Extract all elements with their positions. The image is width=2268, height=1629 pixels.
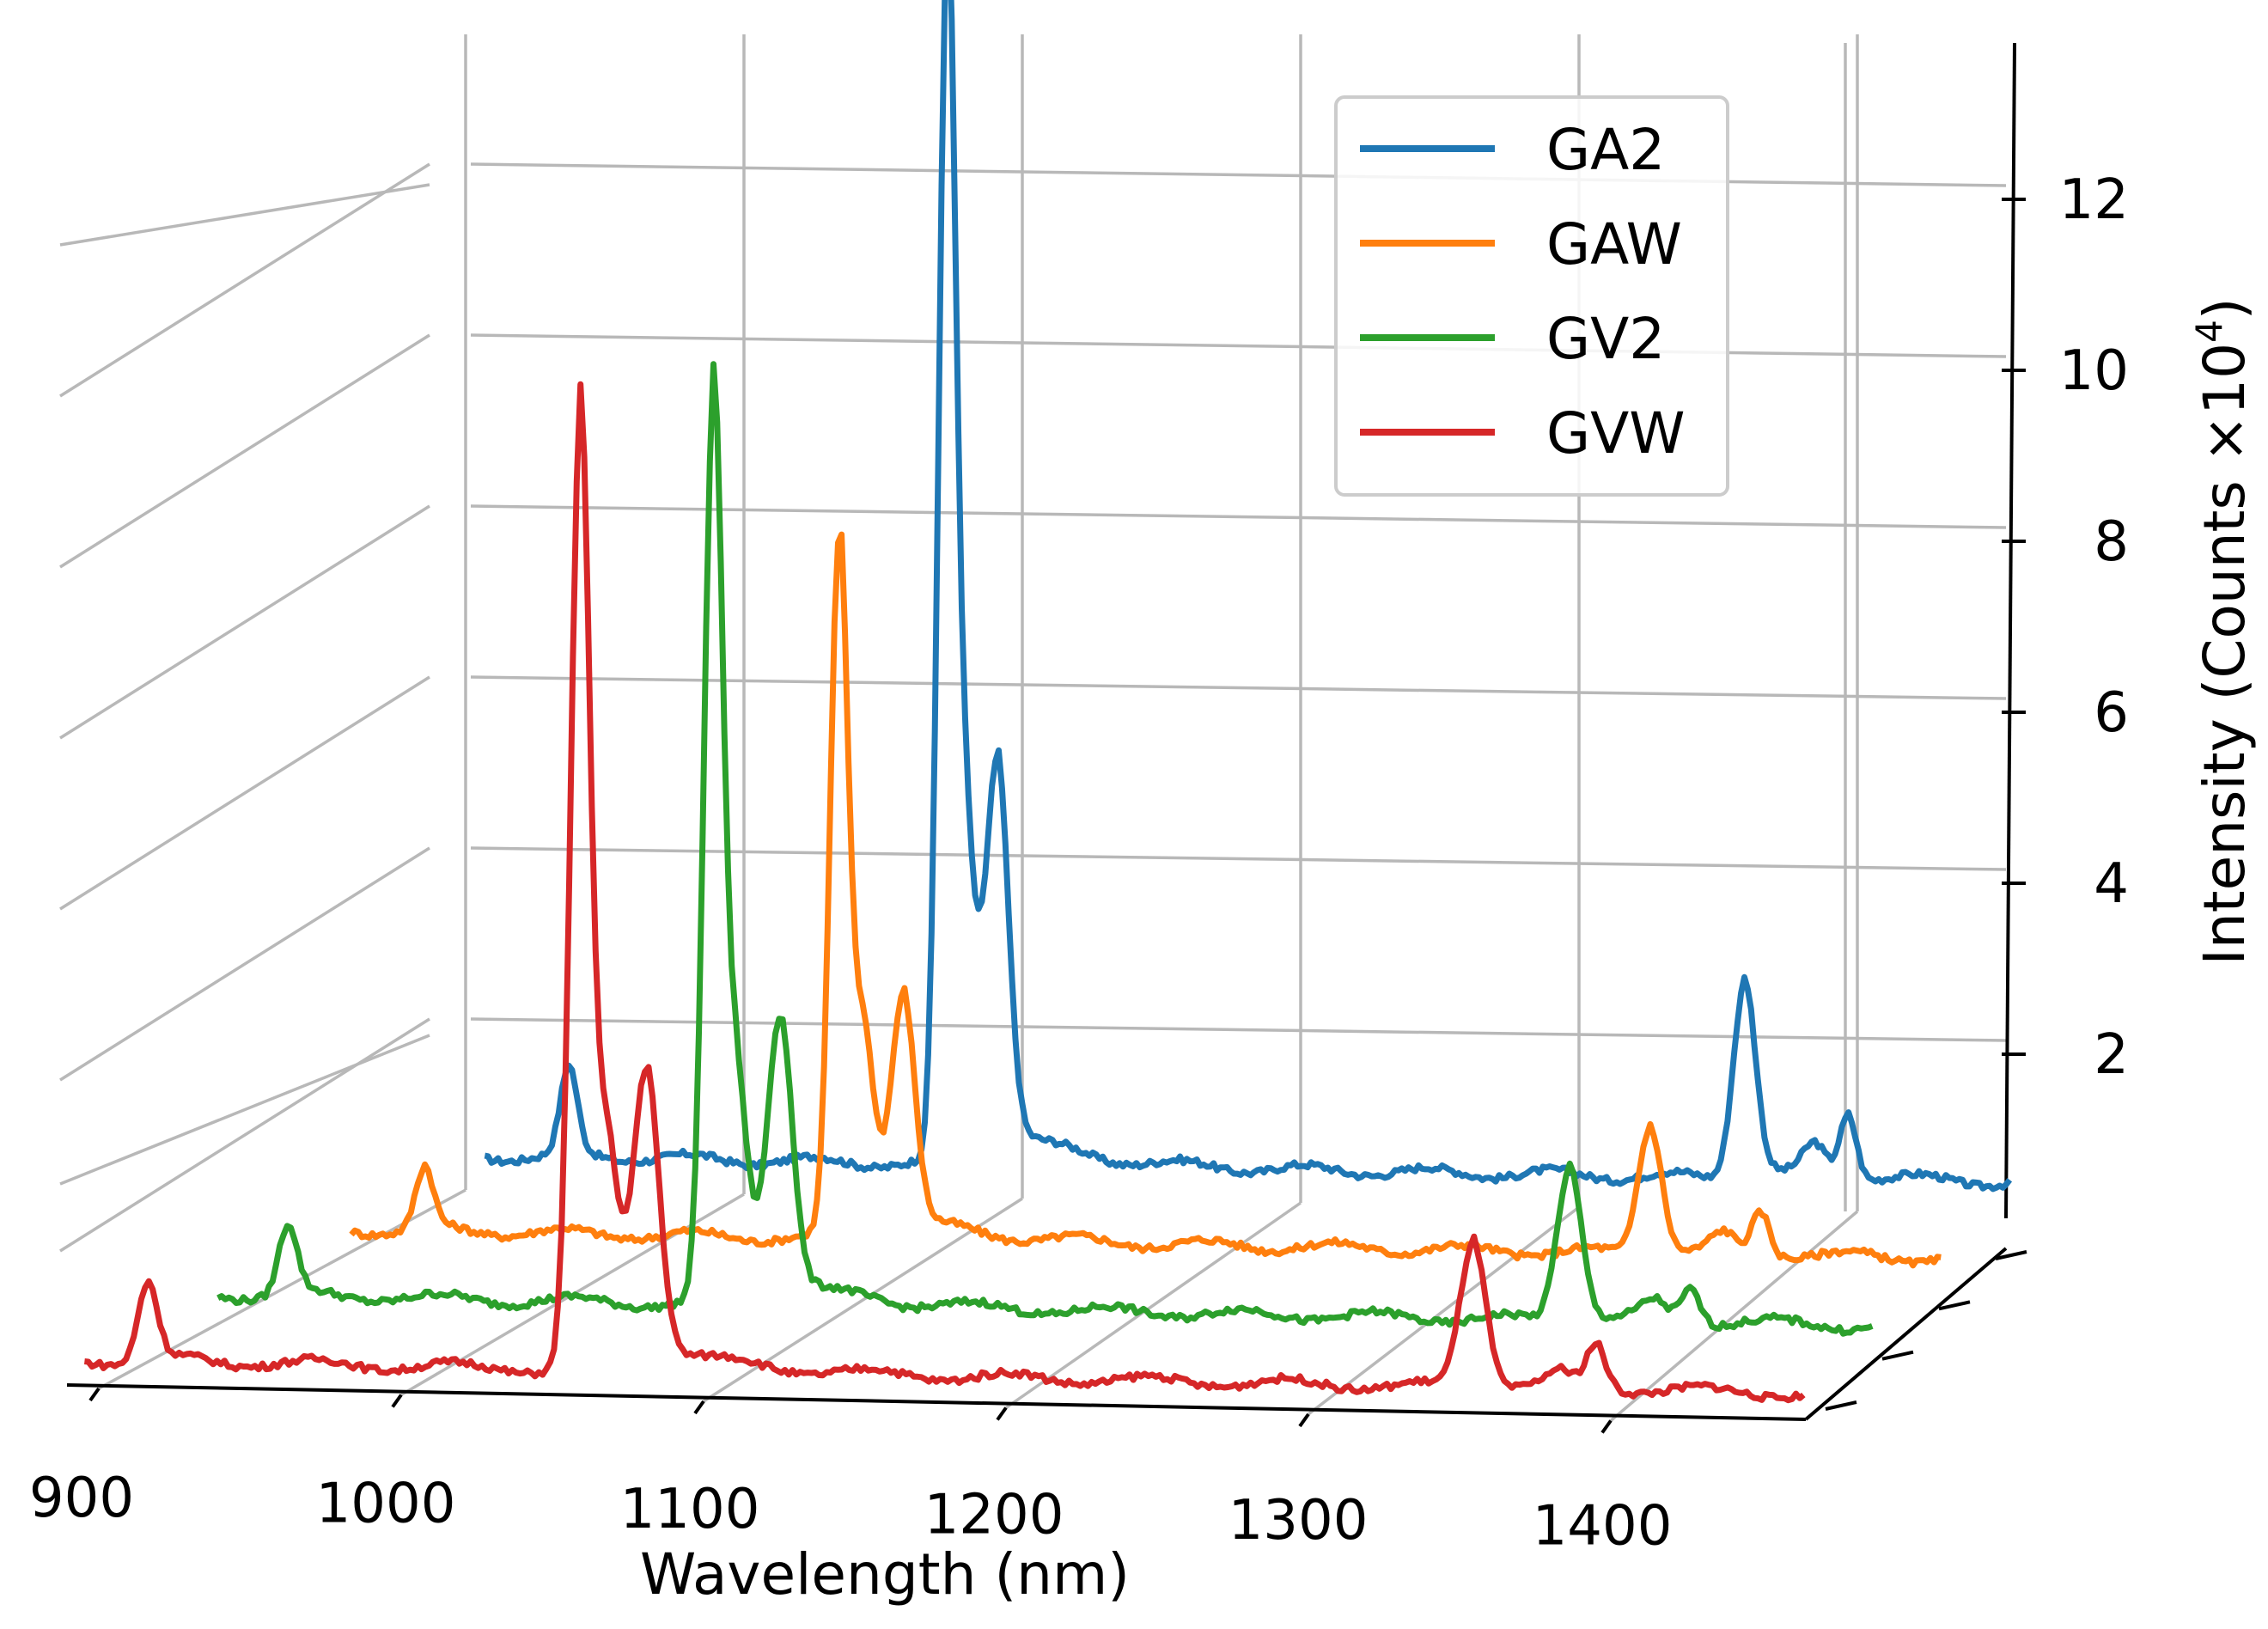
legend-frame xyxy=(1334,95,1729,497)
y-axis-title: Intensity (Counts ×104) xyxy=(2188,297,2258,965)
x-tick-labels: 900 1000 1100 1200 1300 1400 xyxy=(29,1467,1673,1559)
series-line-gaw xyxy=(349,531,1942,1269)
x-tick-label: 1100 xyxy=(620,1478,760,1541)
x-tick-mark xyxy=(88,1387,101,1402)
depth-tick-mark xyxy=(1825,1400,1857,1411)
y-tick-label: 10 xyxy=(2059,339,2129,403)
series-line-gvw xyxy=(84,381,1806,1404)
grid-floor-x-line xyxy=(1005,1201,1302,1409)
y-tick-label: 4 xyxy=(2094,852,2129,916)
y-tick-label: 2 xyxy=(2094,1023,2129,1087)
x-tick-mark xyxy=(1600,1419,1613,1434)
axes xyxy=(66,42,2027,1434)
y-tick-label: 8 xyxy=(2094,510,2129,574)
x-tick-mark xyxy=(1298,1412,1310,1428)
x-tick-label: 1200 xyxy=(924,1484,1064,1547)
y-axis-title-main: Intensity (Counts ×10 xyxy=(2192,343,2258,966)
legend-label-gaw: GAW xyxy=(1546,211,1682,278)
grid-floor-x-line xyxy=(1307,1205,1581,1416)
y-tick-label: 12 xyxy=(2059,168,2129,232)
y-axis-title-sup: 4 xyxy=(2188,320,2230,343)
grid-sidewall-z-line xyxy=(59,846,430,1082)
series-line-ga2 xyxy=(484,0,2013,1193)
x-tick-label: 1400 xyxy=(1533,1495,1673,1559)
y-tick-label: 6 xyxy=(2094,681,2129,745)
grid-sidewall-z-line xyxy=(59,504,430,740)
grid-sidewall-z-line xyxy=(59,1017,430,1253)
grid-backwall-z-line xyxy=(470,162,2007,187)
grid-backwall-top-line xyxy=(59,183,430,247)
grid-floor-x-line xyxy=(703,1197,1023,1403)
x-tick-mark xyxy=(391,1394,403,1408)
x-tick-label: 900 xyxy=(29,1467,134,1530)
y-axis-title-close: ) xyxy=(2192,297,2258,320)
legend: GA2 GAW GV2 GVW xyxy=(1334,95,1729,497)
x-tick-mark xyxy=(996,1406,1008,1421)
grid-sidewall-z-line xyxy=(59,333,430,569)
grid-floor-x-line xyxy=(1609,1210,1859,1422)
grid-sidewall-z-line xyxy=(59,675,430,911)
series-line-gv2 xyxy=(216,361,1874,1337)
grid-backwall-z-line xyxy=(470,1017,2007,1042)
grid-backwall-z-line xyxy=(470,333,2007,358)
x-tick-label: 1000 xyxy=(316,1473,456,1536)
depth-axis-line xyxy=(1804,1247,2008,1421)
x-axis-title: Wavelength (nm) xyxy=(640,1541,1130,1608)
legend-label-ga2: GA2 xyxy=(1546,117,1665,183)
depth-tick-mark xyxy=(1938,1300,1971,1311)
y-tick-labels: 2 4 6 8 10 12 xyxy=(2059,168,2129,1087)
legend-label-gv2: GV2 xyxy=(1546,306,1665,372)
z-axis-line xyxy=(2004,42,2016,1219)
grid-sidewall-z-line xyxy=(59,162,430,398)
grid-backwall-z-line xyxy=(470,504,2007,529)
legend-label-gvw: GVW xyxy=(1546,400,1686,467)
series-lines xyxy=(84,0,2013,1404)
x-tick-label: 1300 xyxy=(1228,1489,1369,1553)
x-tick-mark xyxy=(693,1400,705,1415)
depth-tick-mark xyxy=(1881,1350,1914,1361)
grid-sidewall-z-line xyxy=(59,1034,430,1186)
x-axis-line xyxy=(66,1383,1807,1421)
depth-tick-mark xyxy=(1995,1250,2027,1260)
grid-backwall-z-line xyxy=(470,675,2007,700)
